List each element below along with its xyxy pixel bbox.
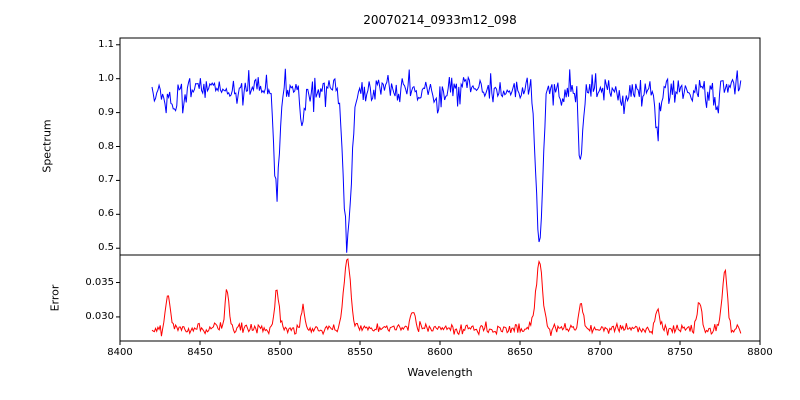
x-tick-label: 8500 <box>267 347 293 358</box>
x-tick-label: 8750 <box>667 347 693 358</box>
y-tick-label: 0.030 <box>85 310 114 322</box>
y-tick-label: 0.9 <box>98 106 114 118</box>
y-tick-label: 0.8 <box>98 140 114 152</box>
spectrum-panel-frame <box>119 37 761 256</box>
spectrum-y-axis-label: Spectrum <box>40 119 54 173</box>
x-axis-label: Wavelength <box>407 366 473 379</box>
x-tick-label: 8400 <box>107 347 133 358</box>
x-tick-label: 8550 <box>347 347 373 358</box>
x-tick-label: 8600 <box>427 347 453 358</box>
y-tick-label: 0.035 <box>85 276 114 288</box>
x-tick-label: 8650 <box>507 347 533 358</box>
y-tick-label: 0.7 <box>98 174 114 186</box>
error-y-axis-label: Error <box>48 284 62 312</box>
y-tick-label: 1.1 <box>98 38 114 50</box>
y-tick-label: 0.6 <box>98 208 114 220</box>
chart-title: 20070214_0933m12_098 <box>363 13 517 27</box>
x-tick-label: 8700 <box>587 347 613 358</box>
y-tick-label: 0.5 <box>98 242 114 254</box>
y-tick-label: 1.0 <box>98 72 114 84</box>
error-line <box>151 258 742 337</box>
x-tick-label: 8800 <box>747 347 773 358</box>
spectrum-line <box>151 68 742 253</box>
x-tick-label: 8450 <box>187 347 213 358</box>
